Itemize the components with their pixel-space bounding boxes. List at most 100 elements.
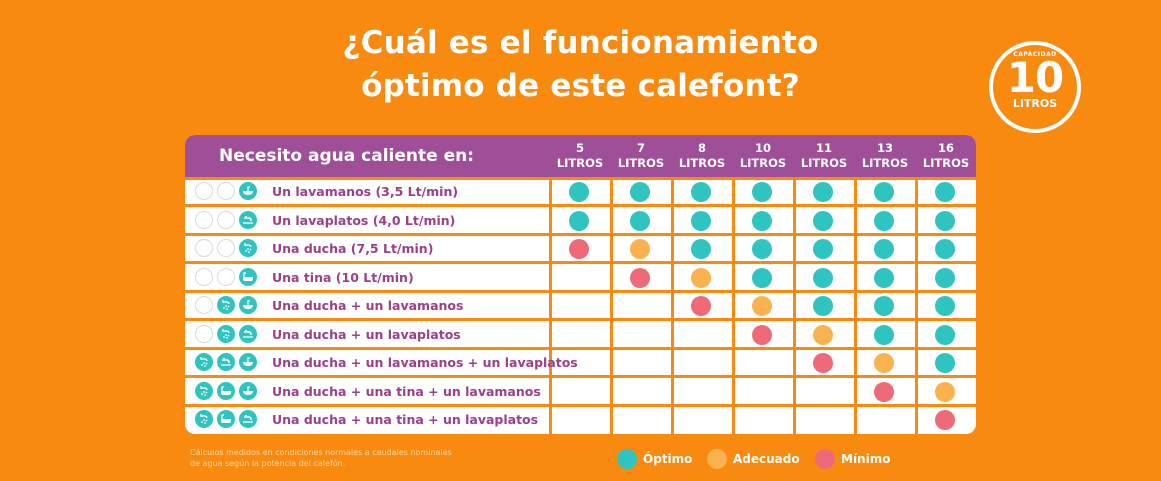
performance-table: Necesito agua caliente en: 5 LITROS 7 LITRO… — [185, 135, 976, 434]
row-label: Una ducha + un lavaplatos — [272, 326, 461, 342]
empty-icon-slot — [217, 182, 235, 200]
row-divider — [185, 289, 976, 293]
empty-icon-slot — [195, 267, 213, 286]
page-title: ¿Cuál es el funcionamiento óptimo de est… — [0, 22, 1161, 108]
row-divider — [185, 232, 976, 236]
column-divider — [670, 177, 674, 434]
table-row: Una ducha + un lavamanos — [185, 293, 976, 319]
row-label: Una ducha + un lavamanos — [272, 298, 464, 313]
empty-icon-slot — [195, 239, 213, 257]
column-header-number: 5 — [575, 141, 584, 155]
column-header-number: 10 — [754, 141, 771, 155]
capacity-badge: CAPACIDAD 10 LITROS — [989, 41, 1081, 133]
rating-dot-optimo — [691, 210, 711, 231]
legend-dot — [815, 449, 835, 469]
row-icons — [195, 182, 261, 202]
row-divider — [185, 261, 976, 264]
column-header-5: 5 LITROS — [550, 141, 610, 171]
rating-dot-adecuado — [874, 353, 894, 373]
row-divider — [185, 318, 976, 321]
column-divider — [792, 177, 796, 434]
rating-dot-adecuado — [935, 381, 955, 402]
shower-icon — [217, 324, 235, 343]
rating-dot-adecuado — [630, 239, 650, 259]
rating-dot-optimo — [935, 353, 955, 373]
rating-dot-optimo — [874, 210, 894, 231]
column-header-number: 13 — [876, 141, 893, 155]
row-icons — [195, 296, 261, 316]
rating-dot-optimo — [935, 239, 955, 259]
row-icons — [195, 353, 261, 373]
rating-dot-minimo — [935, 410, 955, 430]
title-line-2: óptimo de este calefont? — [361, 68, 800, 104]
empty-icon-slot — [195, 182, 213, 200]
empty-icon-slot — [217, 267, 235, 286]
rating-dot-optimo — [935, 182, 955, 202]
rating-dot-optimo — [813, 296, 833, 316]
row-icons — [195, 324, 261, 345]
faucet-icon — [239, 210, 257, 229]
legend-dot — [617, 449, 637, 469]
faucet-icon — [239, 410, 257, 428]
badge-number: 10 — [1006, 53, 1064, 102]
shower-icon — [195, 410, 213, 428]
sink-icon — [239, 353, 257, 371]
row-label: Una ducha + una tina + un lavamanos — [272, 383, 541, 399]
rating-dot-optimo — [935, 267, 955, 288]
rating-dot-adecuado — [813, 324, 833, 345]
row-header-label: Necesito agua caliente en: — [219, 146, 475, 166]
table-row: Una ducha (7,5 Lt/min) — [185, 236, 976, 262]
column-divider — [548, 177, 552, 434]
rating-dot-optimo — [630, 210, 650, 231]
row-label: Una tina (10 Lt/min) — [272, 269, 414, 285]
column-header-number: 8 — [697, 141, 706, 155]
rating-dot-optimo — [935, 324, 955, 345]
rating-dot-optimo — [752, 182, 772, 202]
column-header-7: 7 LITROS — [611, 141, 671, 171]
sink-icon — [239, 182, 257, 200]
faucet-icon — [239, 324, 257, 343]
column-header-unit: LITROS — [556, 156, 604, 170]
rating-dot-optimo — [630, 182, 650, 202]
column-divider — [609, 177, 613, 434]
column-header-16: 16 LITROS — [916, 141, 976, 171]
table-row: Una ducha + una tina + un lavaplatos — [185, 407, 976, 433]
column-header-8: 8 LITROS — [672, 141, 732, 171]
sink-icon — [239, 381, 257, 400]
legend-label: Adecuado — [733, 452, 800, 466]
rating-dot-optimo — [752, 210, 772, 231]
rating-dot-adecuado — [752, 296, 772, 316]
column-header-number: 11 — [815, 141, 832, 155]
rating-dot-minimo — [569, 239, 589, 259]
row-label: Una ducha + un lavamanos + un lavaplatos — [272, 355, 578, 370]
row-label: Un lavamanos (3,5 Lt/min) — [272, 184, 459, 199]
legend-label: Óptimo — [643, 452, 693, 466]
shower-icon — [239, 239, 257, 257]
row-divider — [185, 346, 976, 350]
rating-dot-optimo — [813, 267, 833, 288]
column-header-13: 13 LITROS — [855, 141, 915, 171]
rating-dot-optimo — [874, 296, 894, 316]
shower-icon — [195, 353, 213, 371]
row-divider — [185, 375, 976, 378]
rating-dot-optimo — [813, 210, 833, 231]
legend-dot — [707, 449, 727, 469]
rating-dot-optimo — [874, 239, 894, 259]
rating-dot-optimo — [752, 239, 772, 259]
rating-dot-optimo — [813, 239, 833, 259]
rating-dot-minimo — [691, 296, 711, 316]
rating-dot-optimo — [874, 182, 894, 202]
faucet-icon — [217, 353, 235, 371]
title-line-1: ¿Cuál es el funcionamiento — [342, 25, 819, 61]
bathtub-icon — [239, 267, 257, 286]
column-header-10: 10 LITROS — [733, 141, 793, 171]
row-icons — [195, 381, 261, 402]
column-header-number: 7 — [636, 141, 645, 155]
table-row: Un lavaplatos (4,0 Lt/min) — [185, 208, 976, 234]
column-header-unit: LITROS — [739, 156, 787, 170]
row-label: Una ducha (7,5 Lt/min) — [272, 241, 434, 256]
row-divider — [185, 403, 976, 407]
row-icons — [195, 267, 261, 288]
column-header-unit: LITROS — [800, 156, 848, 170]
row-divider — [185, 177, 976, 180]
